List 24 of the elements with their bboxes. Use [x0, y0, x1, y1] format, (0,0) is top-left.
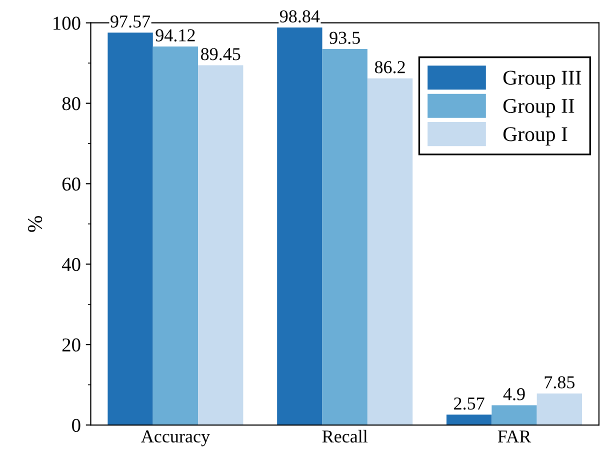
data-label: 4.9	[503, 388, 525, 400]
data-label: 86.2	[374, 61, 405, 74]
y-tick-label: 100	[54, 16, 80, 30]
data-label: 2.57	[454, 397, 484, 410]
y-axis-title: %	[28, 216, 42, 232]
data-label: 97.57	[110, 15, 150, 28]
bar	[108, 32, 153, 426]
data-label: 98.84	[280, 10, 320, 23]
data-label: 89.45	[201, 48, 240, 60]
legend-label: Group III	[503, 70, 582, 89]
data-label: 7.85	[544, 376, 575, 388]
data-label: 94.12	[156, 29, 195, 42]
y-tick-label: 80	[62, 97, 80, 110]
y-tick-label: 20	[62, 338, 80, 352]
legend-label: Group I	[503, 127, 568, 146]
y-tick-label: 60	[62, 178, 80, 191]
bar	[277, 28, 322, 426]
x-tick-label: Accuracy	[141, 430, 210, 446]
x-tick-label: FAR	[498, 430, 532, 442]
y-tick-label: 40	[62, 258, 80, 272]
legend-label: Group II	[503, 98, 574, 118]
x-tick-label: Recall	[322, 430, 368, 443]
y-tick-label: 0	[72, 418, 80, 432]
data-label: 93.5	[330, 32, 360, 44]
